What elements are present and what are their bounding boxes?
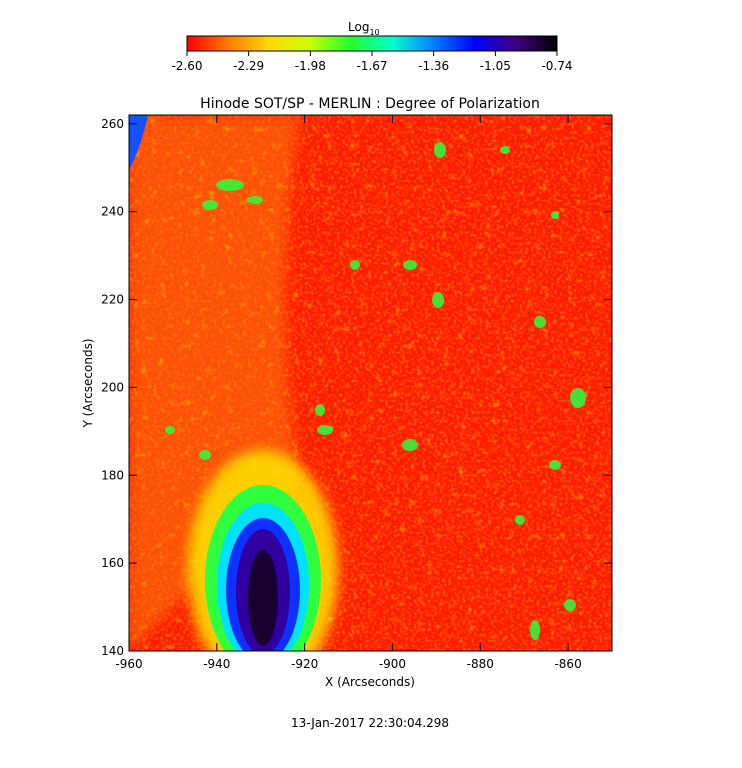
colorbar-tick-label: -0.74 (541, 59, 572, 73)
timestamp: 13-Jan-2017 22:30:04.298 (291, 716, 449, 730)
x-tick-label: -860 (554, 657, 581, 671)
y-tick-label: 240 (101, 205, 124, 219)
colorbar-tick-label: -1.67 (356, 59, 387, 73)
y-tick-label: 140 (101, 644, 124, 658)
x-tick-label: -920 (291, 657, 318, 671)
x-axis: -960 -940 -920 -900 -880 -860 (115, 115, 582, 671)
heatmap (129, 115, 612, 651)
y-axis-label: Y (Arcseconds) (81, 338, 95, 428)
colorbar-tick-label: -1.36 (418, 59, 449, 73)
colorbar-tick-label: -1.05 (480, 59, 511, 73)
colorbar-ticks: -2.60 -2.29 -1.98 -1.67 -1.36 -1.05 -0.74 (171, 51, 573, 73)
colorbar (186, 35, 558, 52)
y-tick-label: 220 (101, 293, 124, 307)
y-tick-label: 180 (101, 468, 124, 482)
core-dark (248, 550, 278, 646)
x-tick-label: -960 (115, 657, 142, 671)
x-tick-label: -900 (379, 657, 406, 671)
colorbar-tick-label: -2.60 (171, 59, 202, 73)
y-tick-label: 260 (101, 117, 124, 131)
colorbar-tick-label: -1.98 (295, 59, 326, 73)
colorbar-label: Log10 (348, 20, 380, 37)
chart-title: Hinode SOT/SP - MERLIN : Degree of Polar… (200, 96, 540, 112)
x-axis-label: X (Arcseconds) (325, 675, 415, 689)
polarization-patches (165, 142, 586, 640)
y-axis: 140 160 180 200 220 240 260 (101, 117, 612, 658)
plot-frame (128, 114, 613, 652)
colorbar-tick-label: -2.29 (233, 59, 264, 73)
y-tick-label: 160 (101, 556, 124, 570)
y-tick-label: 200 (101, 380, 124, 394)
x-tick-label: -940 (203, 657, 230, 671)
x-tick-label: -880 (467, 657, 494, 671)
